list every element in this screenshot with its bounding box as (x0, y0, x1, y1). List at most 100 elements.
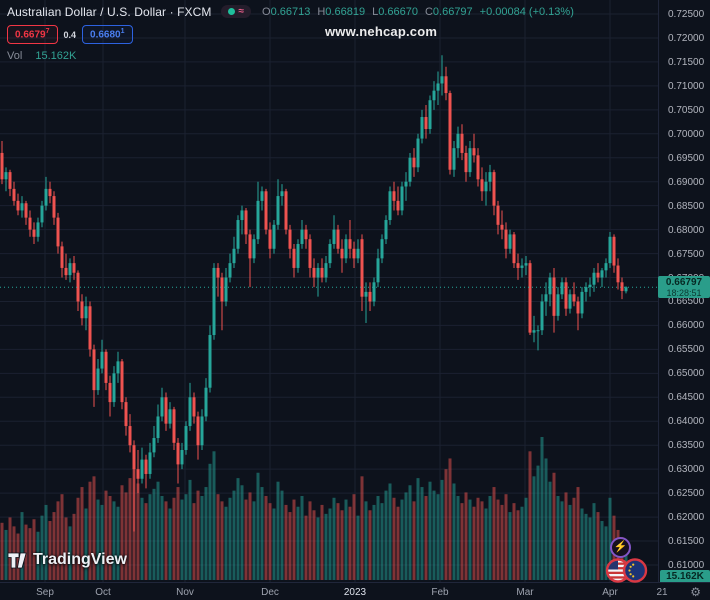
time-tick-label: Mar (516, 587, 534, 598)
volume-bar (436, 494, 440, 580)
volume-bar (508, 512, 512, 580)
volume-bar (476, 497, 480, 580)
symbol-title[interactable]: Australian Dollar / U.S. Dollar · FXCM (7, 4, 212, 19)
candle-body (68, 263, 72, 276)
candle-body (536, 330, 540, 332)
volume-bar (400, 499, 404, 580)
candle-body (72, 263, 76, 273)
candle-body (556, 294, 560, 316)
candle-body (172, 409, 176, 443)
candle-body (224, 277, 228, 302)
volume-bar (480, 501, 484, 580)
lightning-boost-button[interactable]: ⚡ (610, 537, 631, 558)
currency-pair-flags[interactable] (605, 557, 649, 589)
candle-body (276, 196, 280, 225)
candle-body (344, 239, 348, 259)
volume-bar (608, 497, 612, 580)
bar-countdown: 18:28:51 (666, 288, 702, 299)
candle-body (568, 294, 572, 309)
volume-bar (428, 481, 432, 580)
candle-body (600, 270, 604, 278)
market-status-pill[interactable]: ≈ (220, 5, 252, 18)
price-tick-label: 0.68500 (668, 200, 705, 212)
candle-body (360, 239, 364, 297)
last-price-value: 0.66797 (665, 277, 703, 289)
time-tick-label: Sep (36, 587, 54, 598)
candle-body (440, 76, 444, 84)
lightning-icon: ⚡ (613, 541, 628, 553)
volume-bar (200, 495, 204, 580)
tradingview-logo[interactable]: TradingView (8, 551, 127, 569)
volume-bar (116, 506, 120, 580)
volume-bar (220, 501, 224, 580)
sell-bid-button[interactable]: 0.66797 (7, 25, 58, 45)
volume-bar (584, 513, 588, 580)
volume-bar (168, 508, 172, 580)
candle-body (444, 76, 448, 94)
volume-bar (180, 499, 184, 580)
settings-gear-icon[interactable]: ⚙ (690, 585, 701, 599)
candle-body (132, 445, 136, 470)
volume-bar (48, 521, 52, 580)
candle-body (588, 284, 592, 288)
close-label: C (424, 5, 433, 18)
volume-bar (332, 497, 336, 580)
tradingview-mark-icon (8, 552, 27, 568)
candle-body (52, 196, 56, 218)
volume-bar (268, 503, 272, 580)
watermark-text: www.nehcap.com (325, 24, 438, 39)
price-tick-label: 0.61500 (668, 536, 705, 548)
candle-body (308, 239, 312, 268)
candle-body (196, 416, 200, 446)
volume-bar (376, 495, 380, 580)
open-value: 0.66713 (270, 5, 311, 18)
volume-bar (52, 512, 56, 580)
candle-body (292, 248, 296, 268)
volume-bar (140, 497, 144, 580)
candle-body (88, 306, 92, 350)
candle-body (152, 438, 156, 453)
candle-body (424, 117, 428, 129)
candle-body (404, 181, 408, 187)
candle-body (508, 234, 512, 249)
candle-body (616, 265, 620, 283)
candle-body (604, 263, 608, 271)
volume-bar (184, 494, 188, 580)
volume-bar (96, 499, 100, 580)
volume-bar (492, 487, 496, 580)
volume-bar (4, 529, 8, 580)
candle-body (76, 272, 80, 302)
volume-bar (472, 506, 476, 580)
candle-body (328, 243, 332, 264)
volume-bar (240, 485, 244, 580)
time-tick-label: Apr (602, 587, 618, 598)
candle-body (192, 397, 196, 417)
candle-body (252, 239, 256, 259)
volume-bar (136, 483, 140, 580)
volume-bar (444, 469, 448, 580)
time-axis[interactable]: ⚙ Sep Oct Nov Dec 2023 Feb Mar Apr 21 (0, 582, 710, 600)
candle-body (548, 277, 552, 295)
volume-bar (152, 488, 156, 580)
buy-ask-button[interactable]: 0.66801 (82, 25, 133, 45)
volume-bar (288, 512, 292, 580)
volume-bar (384, 490, 388, 580)
high-value: 0.66819 (325, 5, 366, 18)
candle-body (80, 301, 84, 319)
candle-body (120, 361, 124, 403)
candle-body (164, 397, 168, 424)
volume-bar (192, 503, 196, 580)
open-label: O (262, 5, 271, 18)
volume-bar (588, 517, 592, 580)
volume-bar (208, 463, 212, 580)
candle-body (284, 191, 288, 230)
candle-body (512, 234, 516, 264)
volume-bar (600, 521, 604, 580)
low-label: L (372, 5, 379, 18)
candle-body (428, 100, 432, 129)
candle-body (0, 152, 4, 180)
candle-body (60, 246, 64, 268)
volume-bar (340, 510, 344, 580)
